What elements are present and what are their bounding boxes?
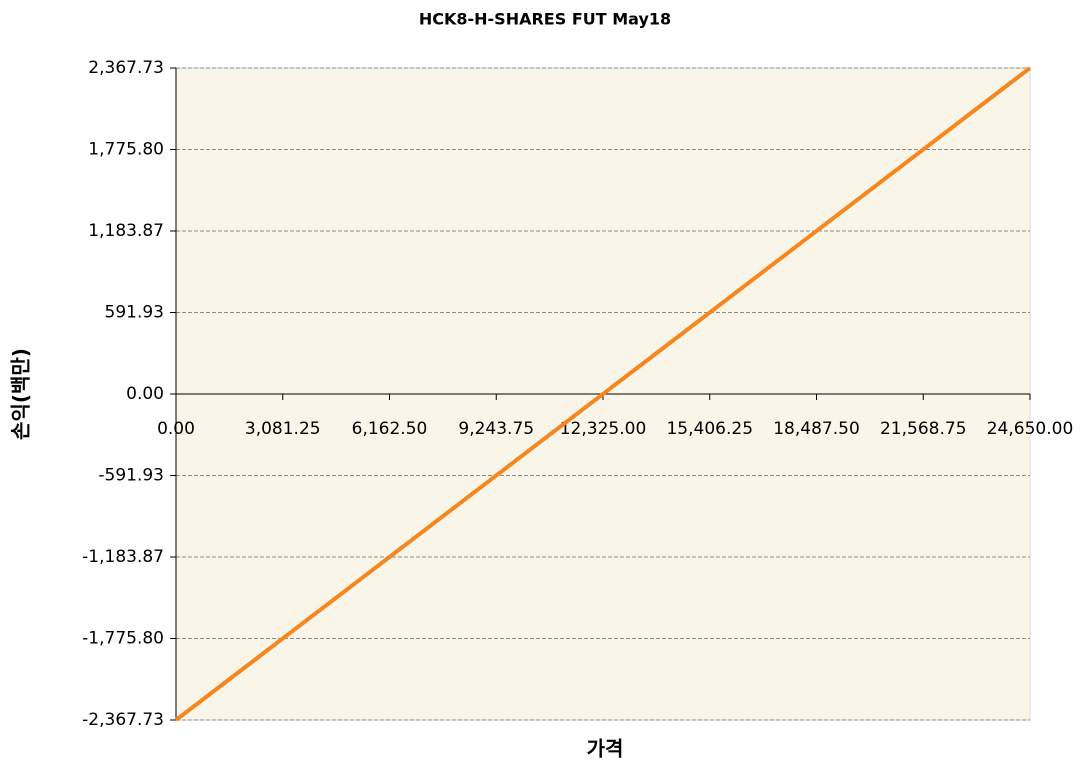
x-tick-label: 15,406.25 [666, 419, 753, 439]
x-axis-title: 가격 [587, 737, 624, 761]
y-tick-label: 591.93 [105, 303, 164, 323]
y-tick-label: -1,775.80 [82, 629, 164, 649]
y-tick-label: 1,183.87 [88, 221, 164, 241]
chart-title: HCK8-H-SHARES FUT May18 [419, 10, 671, 29]
x-tick-label: 9,243.75 [458, 419, 534, 439]
x-tick-label: 12,325.00 [560, 419, 647, 439]
x-tick-label: 3,081.25 [245, 419, 321, 439]
x-tick-label: 6,162.50 [352, 419, 428, 439]
x-tick-label: 21,568.75 [880, 419, 967, 439]
y-tick-label: -2,367.73 [82, 710, 164, 730]
y-axis-title: 손익(백만) [9, 348, 33, 440]
y-tick-label: 0.00 [126, 384, 164, 404]
y-tick-label: 2,367.73 [88, 58, 164, 78]
y-tick-label: -1,183.87 [82, 547, 164, 567]
y-tick-label: -591.93 [98, 465, 164, 485]
x-tick-label: 24,650.00 [987, 419, 1074, 439]
x-tick-label: 18,487.50 [773, 419, 860, 439]
series-line [174, 66, 1032, 722]
y-tick-label: 1,775.80 [88, 139, 164, 159]
